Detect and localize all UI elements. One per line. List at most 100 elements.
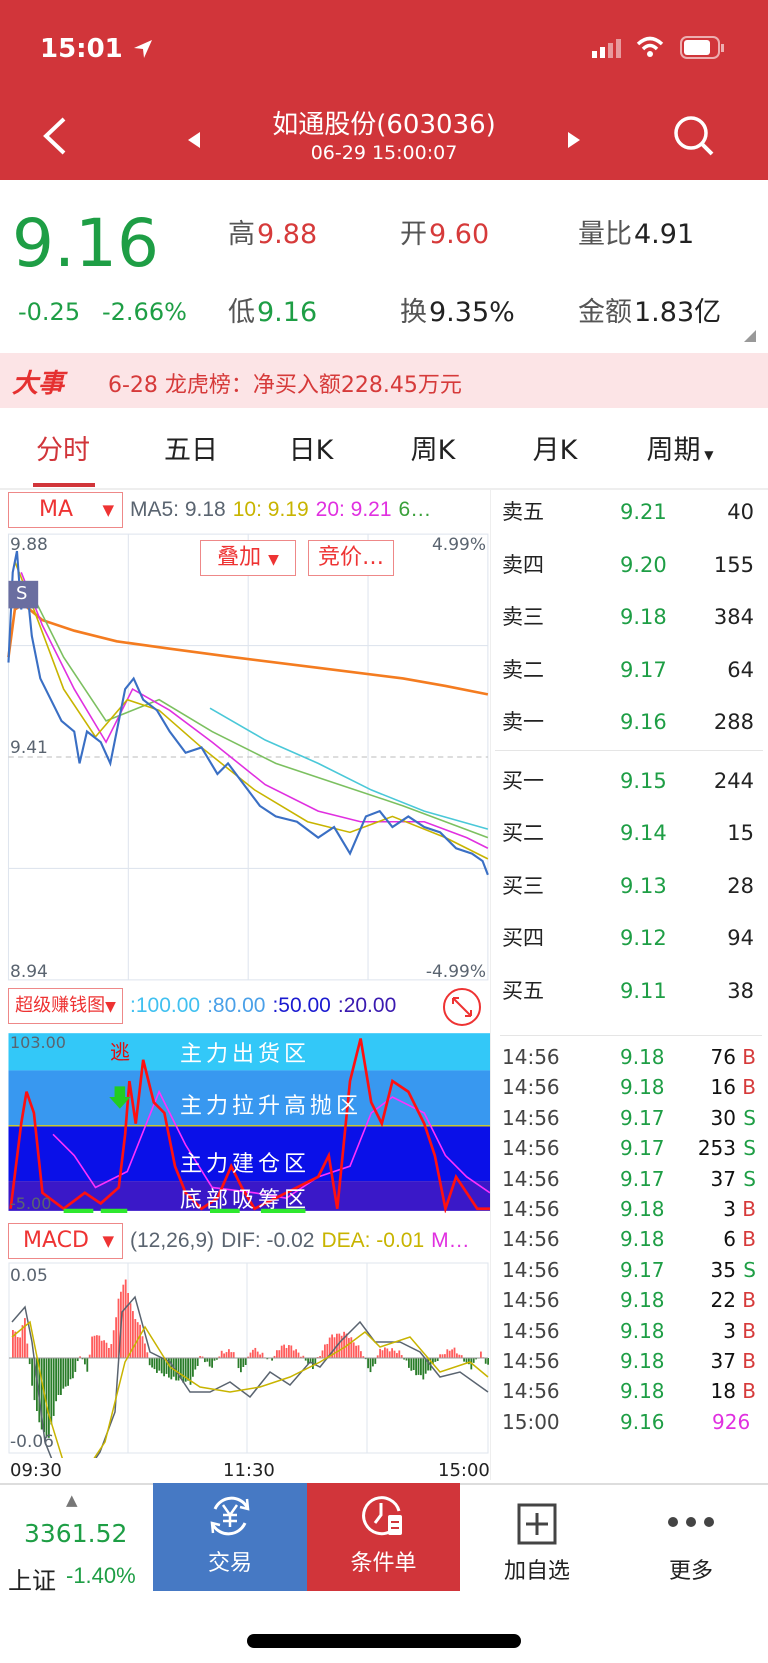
macd-bar — [134, 1319, 137, 1358]
order-book-row[interactable]: 买二 9.14 15 — [500, 813, 758, 853]
macd-bar — [441, 1354, 444, 1358]
macd-bar — [422, 1358, 425, 1380]
indicator-select-ma[interactable]: MA ▼ — [8, 492, 123, 528]
trade-volume: 3 — [723, 1318, 736, 1343]
macd-bar — [38, 1358, 41, 1423]
trade-label: 交易 — [207, 1551, 252, 1576]
trade-side: S — [743, 1105, 756, 1130]
macd-bar — [189, 1358, 192, 1385]
trade-price: 9.18 — [620, 1197, 665, 1221]
expand-up-icon[interactable]: ▲ — [66, 1491, 78, 1509]
level-volume: 288 — [713, 710, 754, 734]
macd-bar — [16, 1337, 19, 1358]
add-watchlist-button[interactable]: 加自选 — [460, 1483, 614, 1595]
macd-bar — [62, 1358, 65, 1389]
money-indicator-chart[interactable] — [0, 1030, 490, 1213]
level-price: 9.13 — [620, 873, 667, 898]
macd-bar — [129, 1303, 132, 1358]
trade-side: B — [742, 1379, 756, 1404]
level-price: 9.11 — [620, 978, 667, 1003]
expand-corner-icon[interactable] — [744, 330, 756, 342]
macd-bar — [50, 1358, 53, 1425]
order-book-row[interactable]: 买三 9.13 28 — [500, 866, 758, 906]
macd-bar — [182, 1358, 185, 1383]
macd-bar — [244, 1358, 247, 1365]
macd-bar — [74, 1358, 77, 1372]
tab-4[interactable]: 月K — [500, 428, 610, 467]
next-stock-icon[interactable] — [566, 130, 582, 150]
indicator-select-macd[interactable]: MACD ▼ — [8, 1223, 123, 1259]
tab-2[interactable]: 日K — [256, 428, 366, 467]
macd-bar — [266, 1358, 269, 1360]
trade-side: S — [743, 1136, 756, 1161]
macd-bar — [357, 1345, 360, 1358]
trade-button[interactable]: 交易 — [153, 1483, 307, 1591]
macd-bar — [475, 1358, 477, 1360]
macd-bar — [444, 1354, 446, 1358]
order-book-row[interactable]: 买五 9.11 38 — [500, 971, 758, 1011]
condition-order-button[interactable]: 条件单 — [307, 1483, 460, 1591]
trade-volume: 37 — [710, 1349, 736, 1373]
macd-bar — [168, 1358, 170, 1378]
order-book-row[interactable]: 卖三 9.18 384 — [500, 597, 758, 637]
search-icon[interactable] — [672, 114, 716, 158]
fullscreen-icon[interactable] — [442, 987, 482, 1027]
macd-bar — [148, 1358, 151, 1366]
intraday-price-chart[interactable] — [0, 532, 490, 982]
prev-stock-icon[interactable] — [186, 130, 202, 150]
macd-bar — [403, 1358, 405, 1360]
macd-bar — [453, 1347, 456, 1358]
order-book-row[interactable]: 卖四 9.20 155 — [500, 545, 758, 585]
macd-bar — [405, 1358, 408, 1361]
macd-bar — [24, 1318, 26, 1358]
axis-pct-low: -4.99% — [425, 962, 486, 982]
trade-volume: 22 — [710, 1288, 736, 1313]
trade-side: B — [742, 1288, 756, 1313]
battery-icon — [680, 36, 724, 59]
back-icon[interactable] — [40, 115, 70, 157]
trade-volume: 926 — [712, 1409, 751, 1434]
order-book-row[interactable]: 卖二 9.17 64 — [500, 650, 758, 690]
macd-chart[interactable] — [0, 1262, 490, 1458]
divider — [0, 488, 768, 490]
order-book-row[interactable]: 买四 9.12 94 — [500, 918, 758, 958]
tab-3[interactable]: 周K — [378, 428, 488, 467]
tab-1[interactable]: 五日 — [136, 428, 246, 467]
tab-5[interactable]: 周期 ▼ — [625, 428, 735, 467]
overlay-button[interactable]: 叠加 ▼ — [200, 540, 296, 576]
trade-price: 9.16 — [620, 1409, 665, 1434]
ma10-line — [20, 572, 489, 849]
stat-item: 高9.88 — [228, 212, 317, 251]
trade-time: 14:56 — [502, 1318, 560, 1343]
macd-bar — [367, 1358, 369, 1369]
dropdown-icon: ▼ — [700, 448, 714, 462]
macd-bar — [324, 1344, 326, 1358]
macd-bar — [163, 1358, 165, 1377]
indicator-select-money[interactable]: 超级赚钱图▼ — [8, 988, 123, 1024]
macd-axis-bottom: -0.06 — [10, 1432, 54, 1452]
ma-values: MA5: 9.18 10: 9.19 20: 9.21 6… — [130, 492, 431, 528]
trade-row: 14:56 9.18 3 B — [502, 1194, 758, 1224]
macd-bar — [355, 1345, 357, 1358]
order-book-row[interactable]: 卖一 9.16 288 — [500, 702, 758, 742]
order-book-row[interactable]: 买一 9.15 244 — [500, 761, 758, 801]
macd-bar — [424, 1358, 427, 1374]
location-icon — [134, 40, 152, 58]
trade-volume: 37 — [710, 1166, 736, 1191]
order-book-row[interactable]: 卖五 9.21 40 — [500, 492, 758, 532]
news-bar[interactable]: 大事 6-28 龙虎榜：净买入额228.45万元 — [0, 353, 768, 408]
macd-bar — [412, 1358, 415, 1371]
trade-volume: 6 — [723, 1227, 736, 1252]
macd-bar — [228, 1349, 230, 1358]
auction-button[interactable]: 竞价… — [308, 540, 394, 576]
stat-item: 低9.16 — [228, 290, 317, 329]
index-ticker[interactable]: ▲ 3361.52 上证 -1.40% — [0, 1483, 153, 1595]
macd-bar — [19, 1337, 21, 1358]
tab-0[interactable]: 分时 — [8, 428, 118, 467]
macd-bar — [225, 1352, 228, 1358]
time-axis-end: 15:00 — [438, 1460, 490, 1481]
more-button[interactable]: 更多 — [614, 1483, 768, 1595]
axis-bottom: -5.00 — [10, 1194, 52, 1213]
stock-time: 06-29 15:00:07 — [310, 142, 458, 164]
axis-top: 103.00 — [10, 1033, 66, 1052]
